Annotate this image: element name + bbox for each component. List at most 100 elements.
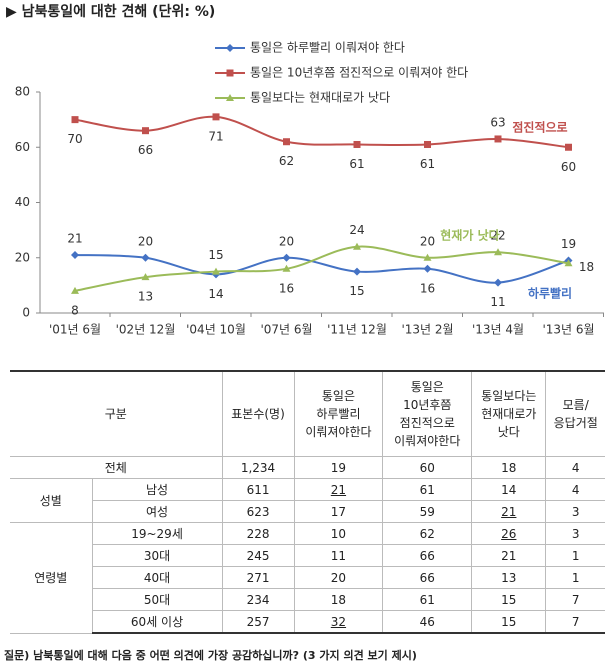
data-label: 63 xyxy=(490,115,505,129)
cell: 7 xyxy=(545,588,605,611)
table-row: 연령별 19~29세 228 10 62 26 3 xyxy=(10,522,605,634)
series-line xyxy=(74,115,569,149)
y-tick-label: 20 xyxy=(15,250,30,264)
x-tick-label: '01년 6월 xyxy=(49,323,101,337)
cell: 245 xyxy=(221,544,295,567)
data-label: 16 xyxy=(420,281,435,295)
data-label: 62 xyxy=(279,154,294,168)
marker xyxy=(494,135,502,143)
x-tick-label: '13년 2월 xyxy=(401,323,453,337)
cell: 257 xyxy=(221,610,295,634)
marker xyxy=(565,143,572,151)
cell: 60 xyxy=(382,456,473,479)
row-label: 40대 xyxy=(92,566,223,589)
row-label: 60세 이상 xyxy=(92,610,223,634)
data-label: 15 xyxy=(208,248,223,262)
row-label: 50대 xyxy=(92,588,223,611)
cell: 18 xyxy=(471,456,547,479)
data-label: 13 xyxy=(138,290,153,304)
data-label: 66 xyxy=(138,143,153,157)
series-line xyxy=(74,253,569,284)
row-label: 전체 xyxy=(10,456,223,479)
header-cell: 통일은 하루빨리 이뤄져야한다 xyxy=(293,370,384,457)
data-label: 21 xyxy=(67,231,82,245)
cell: 32 xyxy=(293,610,384,634)
marker xyxy=(564,259,573,267)
cell: 26 xyxy=(471,522,547,545)
cell: 1,234 xyxy=(221,456,295,479)
cell: 3 xyxy=(545,522,605,545)
data-label: 24 xyxy=(349,223,364,237)
marker xyxy=(212,113,220,121)
data-label: 20 xyxy=(279,234,294,248)
cell: 46 xyxy=(382,610,473,634)
annotation: 점진적으로 xyxy=(512,120,567,135)
marker xyxy=(353,242,361,250)
cell: 234 xyxy=(221,588,295,611)
cell: 1 xyxy=(545,544,605,567)
x-tick-label: '02년 12월 xyxy=(116,323,176,337)
cell: 66 xyxy=(382,566,473,589)
data-label: 18 xyxy=(579,260,594,274)
cell: 62 xyxy=(382,522,473,545)
cell: 15 xyxy=(471,588,547,611)
marker xyxy=(226,69,234,77)
footnote: 질문) 남북통일에 대해 다음 중 어떤 의견에 가장 공감하십니까? (3 가… xyxy=(4,649,417,662)
legend-label: 통일은 하루빨리 이뤄져야 한다 xyxy=(250,41,405,55)
annotation: 하루빨리 xyxy=(528,286,572,301)
marker xyxy=(353,267,361,276)
cell: 18 xyxy=(293,588,384,611)
marker xyxy=(141,253,150,262)
cell: 11 xyxy=(293,544,384,567)
header-cell: 통일은 10년후쯤 점진적으로 이뤄져야한다 xyxy=(382,370,473,457)
marker xyxy=(283,138,290,146)
x-tick-label: '04년 10월 xyxy=(186,323,246,337)
data-label: 70 xyxy=(67,132,82,146)
legend-label: 통일은 10년후쯤 점진적으로 이뤄져야 한다 xyxy=(250,66,468,80)
data-label: 61 xyxy=(349,157,364,171)
cell: 13 xyxy=(471,566,547,589)
marker xyxy=(142,127,149,135)
row-label: 여성 xyxy=(92,500,223,523)
cell: 17 xyxy=(293,500,384,523)
cell: 271 xyxy=(221,566,295,589)
header-cell: 표본수(명) xyxy=(221,370,295,457)
chart-title: ▶ 남북통일에 대한 견해 (단위: %) xyxy=(6,3,215,20)
y-tick-label: 60 xyxy=(15,140,30,154)
table-row: 성별 남성 611 21 61 14 4 xyxy=(10,478,605,523)
data-label: 60 xyxy=(561,160,576,174)
table-row: 60세 이상 257 32 46 15 7 xyxy=(10,610,605,634)
marker xyxy=(353,140,361,148)
marker xyxy=(71,286,79,294)
marker xyxy=(71,116,79,124)
annotation: 현재가 낫다 xyxy=(440,228,499,243)
cell: 61 xyxy=(382,588,473,611)
cell: 1 xyxy=(545,566,605,589)
legend-label: 통일보다는 현재대로가 낫다 xyxy=(250,91,390,105)
y-tick-label: 0 xyxy=(22,306,30,320)
data-label: 19 xyxy=(561,237,576,251)
table-row: 여성 623 17 59 21 3 xyxy=(10,500,605,523)
x-tick-label: '11년 12월 xyxy=(327,323,387,337)
marker xyxy=(423,253,432,261)
marker xyxy=(141,273,150,281)
marker xyxy=(226,94,234,101)
table-row: 30대 245 11 66 21 1 xyxy=(10,544,605,567)
marker xyxy=(282,264,291,272)
marker xyxy=(226,44,234,52)
group-label: 성별 xyxy=(10,478,93,523)
marker xyxy=(71,250,79,259)
marker xyxy=(494,278,502,287)
marker xyxy=(424,140,431,148)
header-cell: 구분 xyxy=(10,370,223,457)
y-tick-label: 80 xyxy=(15,85,30,99)
data-label: 15 xyxy=(349,284,364,298)
group-label: 연령별 xyxy=(10,522,93,634)
cell: 228 xyxy=(221,522,295,545)
row-label: 30대 xyxy=(92,544,223,567)
data-label: 20 xyxy=(420,234,435,248)
table: 구분 표본수(명) 통일은 하루빨리 이뤄져야한다 통일은 10년후쯤 점진적으로 이… xyxy=(10,370,605,634)
marker xyxy=(212,267,220,275)
cell: 59 xyxy=(382,500,473,523)
